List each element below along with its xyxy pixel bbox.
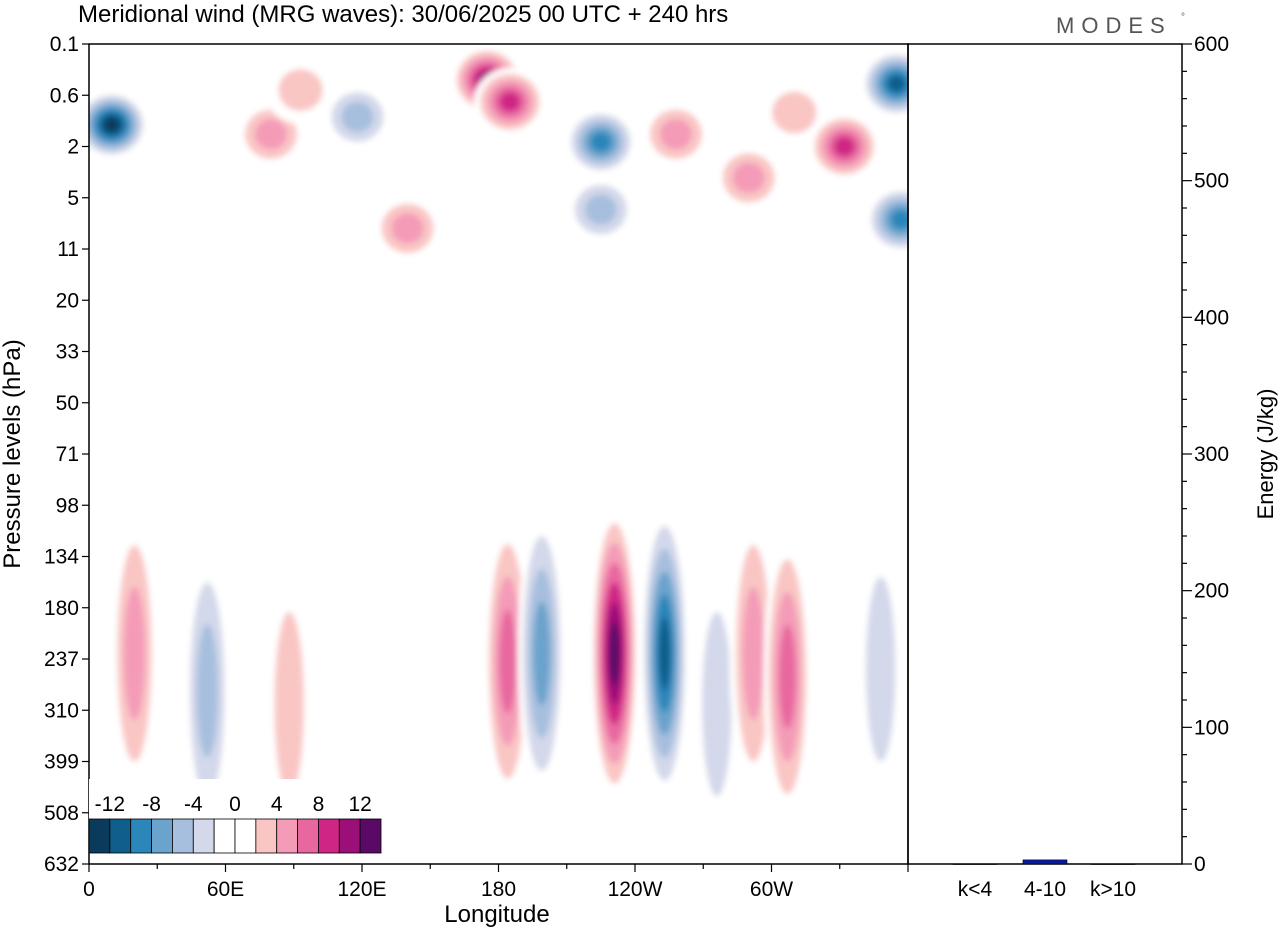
colorbar-swatch (172, 818, 194, 854)
field-contour (274, 611, 305, 797)
field-contour (887, 75, 906, 92)
field-contour (196, 624, 218, 758)
pressure-tick-label: 2 (67, 136, 79, 159)
brand-logo: MODES (1056, 13, 1172, 38)
field-contour (391, 213, 424, 244)
colorbar-swatch (213, 818, 236, 854)
pressure-tick-label: 20 (56, 289, 79, 312)
colorbar-label: 0 (229, 793, 241, 816)
field-contour (341, 101, 374, 133)
pressure-tick-label: 0.1 (50, 33, 79, 56)
field-contour (865, 576, 896, 762)
longitude-tick-label: 120E (337, 878, 386, 901)
pressure-tick-label: 134 (44, 546, 79, 569)
energy-axis: 0 100 200 300 400 500 600 (1182, 33, 1229, 876)
energy-tick-label: 0 (1194, 853, 1206, 876)
pressure-tick-label: 399 (44, 751, 79, 774)
heatmap-field (89, 45, 908, 854)
energy-tick-label: 200 (1194, 580, 1229, 603)
longitude-tick-label: 180 (481, 878, 516, 901)
field-contour (278, 69, 323, 111)
brand-logo-mark: ° (1181, 12, 1185, 23)
colorbar-swatch (130, 818, 152, 854)
energy-category-label: 4-10 (1024, 878, 1066, 901)
chart-title: Meridional wind (MRG waves): 30/06/2025 … (78, 1, 728, 28)
colorbar-label: -4 (184, 793, 203, 816)
colorbar-swatch (255, 818, 278, 854)
pressure-tick-label: 180 (44, 597, 79, 620)
colorbar-swatch (297, 818, 319, 854)
pressure-tick-label: 98 (56, 494, 79, 517)
colorbar-swatch (151, 818, 173, 854)
field-contour (123, 586, 146, 721)
energy-tick-label: 400 (1194, 306, 1229, 329)
field-contour (890, 209, 908, 230)
longitude-tick-label: 60E (207, 878, 244, 901)
field-contour (779, 624, 796, 729)
field-contour (772, 91, 817, 134)
colorbar-label: 4 (271, 793, 283, 816)
energy-bar (1090, 863, 1136, 865)
energy-bar-chart: k<4 4-10 k>10 (952, 859, 1136, 901)
energy-panel-frame (907, 43, 1183, 865)
energy-tick-label: 300 (1194, 443, 1229, 466)
field-contour (659, 119, 692, 150)
pressure-tick-label: 632 (44, 853, 79, 876)
pressure-tick-label: 237 (44, 648, 79, 671)
field-contour (584, 194, 617, 225)
pressure-axis-label: Pressure levels (hPa) (0, 339, 26, 568)
energy-bar (1022, 859, 1068, 865)
colorbar-swatch (276, 818, 298, 854)
pressure-tick-label: 310 (44, 699, 79, 722)
field-contour (702, 611, 732, 797)
pressure-tick-label: 50 (56, 392, 79, 415)
longitude-tick-label: 0 (83, 878, 95, 901)
field-contour (834, 136, 855, 157)
pressure-tick-label: 508 (44, 802, 79, 825)
energy-category-label: k>10 (1090, 878, 1136, 901)
colorbar-swatch (234, 818, 257, 854)
pressure-tick-label: 11 (57, 238, 79, 261)
field-contour (590, 132, 612, 152)
field-contour (609, 621, 620, 686)
colorbar-swatch (109, 818, 132, 854)
field-contour (104, 117, 120, 132)
colorbar-swatch (359, 818, 382, 854)
colorbar-swatch (88, 818, 111, 854)
longitude-tick-label: 120W (608, 878, 663, 901)
field-contour (499, 92, 521, 112)
colorbar-legend: -12 -8 -4 0 4 8 12 (88, 779, 382, 854)
pressure-tick-label: 33 (56, 341, 79, 364)
pressure-tick-label: 5 (67, 187, 79, 210)
energy-tick-label: 600 (1194, 33, 1229, 56)
energy-category-label: k<4 (958, 878, 993, 901)
energy-tick-label: 100 (1194, 716, 1229, 739)
longitude-tick-label: 60W (750, 878, 793, 901)
pressure-axis: 0.1 0.6 2 5 11 20 33 50 71 98 134 180 237 310 399 508 63… (44, 33, 89, 876)
field-contour (533, 601, 551, 706)
field-contour (658, 617, 671, 690)
colorbar-swatch (192, 818, 215, 854)
field-contour (732, 162, 765, 193)
energy-axis-label: Energy (J/kg) (1253, 389, 1278, 520)
colorbar-swatch (338, 818, 361, 854)
field-contour (499, 609, 516, 714)
longitude-axis: 0 60E 120E 180 120W 60W (83, 864, 909, 901)
colorbar-swatch (318, 818, 340, 854)
colorbar-label: -12 (95, 793, 125, 816)
colorbar-label: -8 (142, 793, 161, 816)
colorbar-label: 12 (348, 793, 371, 816)
field-contour (255, 119, 287, 150)
longitude-axis-label: Longitude (444, 901, 549, 928)
field-contour (742, 586, 764, 721)
pressure-tick-label: 71 (56, 443, 79, 466)
energy-bar (952, 863, 998, 865)
pressure-tick-label: 0.6 (50, 84, 79, 107)
colorbar-label: 8 (313, 793, 325, 816)
energy-tick-label: 500 (1194, 170, 1229, 193)
